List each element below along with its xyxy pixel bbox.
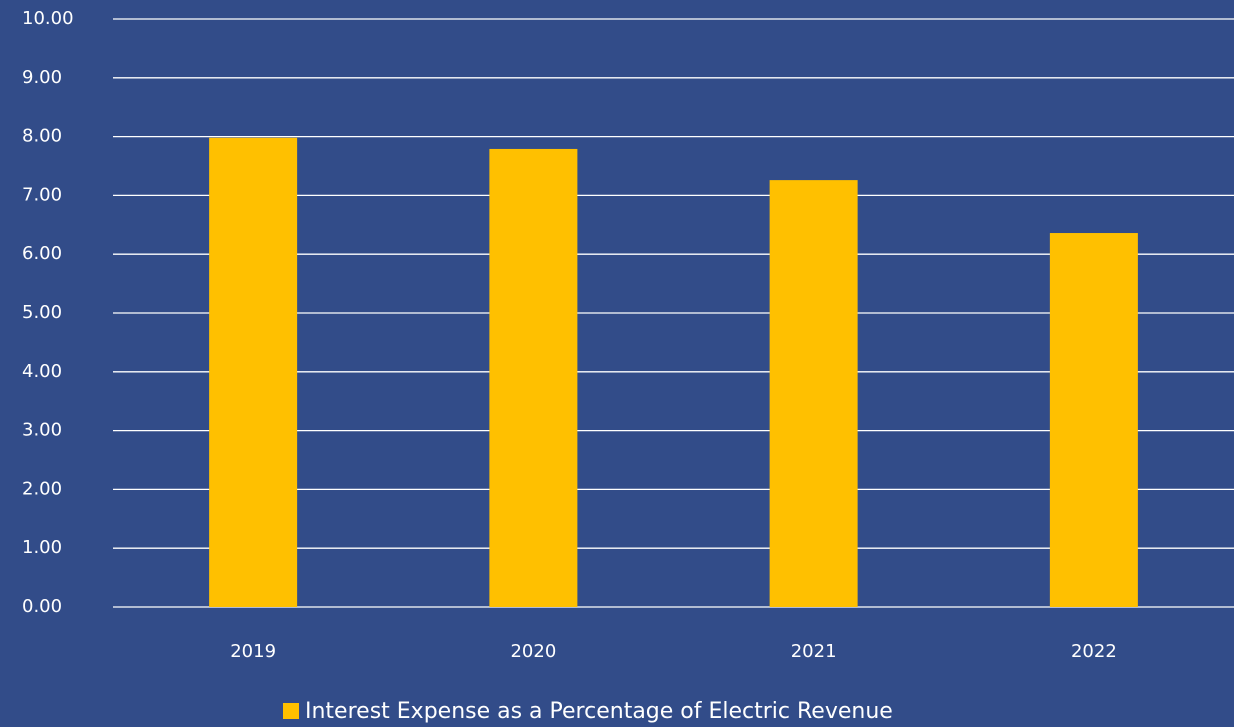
bar [209, 137, 298, 607]
x-tick-label: 2022 [1071, 641, 1117, 662]
bar [1049, 233, 1138, 608]
y-tick-label: 5.00 [22, 302, 62, 323]
y-tick-label: 10.00 [22, 8, 74, 29]
x-tick-label: 2020 [510, 641, 556, 662]
y-tick-label: 7.00 [22, 184, 62, 205]
y-tick-label: 2.00 [22, 478, 62, 499]
y-tick-label: 4.00 [22, 361, 62, 382]
y-tick-label: 3.00 [22, 420, 62, 441]
y-tick-label: 8.00 [22, 126, 62, 147]
legend-label: Interest Expense as a Percentage of Elec… [305, 699, 893, 724]
legend-swatch [283, 703, 299, 719]
x-tick-label: 2021 [791, 641, 837, 662]
x-tick-label: 2019 [230, 641, 276, 662]
bar [489, 148, 578, 607]
y-tick-label: 6.00 [22, 243, 62, 264]
y-tick-label: 9.00 [22, 67, 62, 88]
y-tick-label: 0.00 [22, 596, 62, 617]
y-tick-label: 1.00 [22, 537, 62, 558]
bar [769, 180, 858, 607]
